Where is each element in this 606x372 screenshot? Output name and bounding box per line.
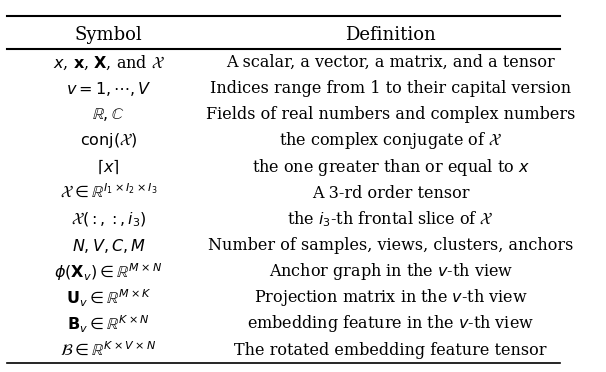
Text: $x$, $\mathbf{x}$, $\mathbf{X}$, and $\mathcal{X}$: $x$, $\mathbf{x}$, $\mathbf{X}$, and $\m… <box>53 53 165 72</box>
Text: Fields of real numbers and complex numbers: Fields of real numbers and complex numbe… <box>206 106 575 123</box>
Text: Anchor graph in the $v$-th view: Anchor graph in the $v$-th view <box>268 261 513 282</box>
Text: $v = 1, \cdots, V$: $v = 1, \cdots, V$ <box>66 80 152 97</box>
Text: $\mathrm{conj}(\mathcal{X})$: $\mathrm{conj}(\mathcal{X})$ <box>80 131 138 150</box>
Text: $\mathbb{R}, \mathbb{C}$: $\mathbb{R}, \mathbb{C}$ <box>92 106 125 123</box>
Text: A scalar, a vector, a matrix, and a tensor: A scalar, a vector, a matrix, and a tens… <box>226 54 555 71</box>
Text: $\phi(\mathbf{X}_v) \in \mathbb{R}^{M \times N}$: $\phi(\mathbf{X}_v) \in \mathbb{R}^{M \t… <box>55 261 162 283</box>
Text: $\mathbf{U}_v \in \mathbb{R}^{M \times K}$: $\mathbf{U}_v \in \mathbb{R}^{M \times K… <box>65 287 152 308</box>
Text: Symbol: Symbol <box>75 26 142 44</box>
Text: the one greater than or equal to $x$: the one greater than or equal to $x$ <box>251 157 530 177</box>
Text: Indices range from 1 to their capital version: Indices range from 1 to their capital ve… <box>210 80 571 97</box>
Text: $\lceil x \rceil$: $\lceil x \rceil$ <box>98 158 120 176</box>
Text: the $i_3$-th frontal slice of $\mathcal{X}$: the $i_3$-th frontal slice of $\mathcal{… <box>287 209 494 229</box>
Text: Definition: Definition <box>345 26 436 44</box>
Text: $\mathcal{B} \in \mathbb{R}^{K \times V \times N}$: $\mathcal{B} \in \mathbb{R}^{K \times V … <box>61 341 157 359</box>
Text: $\mathbf{B}_v \in \mathbb{R}^{K \times N}$: $\mathbf{B}_v \in \mathbb{R}^{K \times N… <box>67 313 150 335</box>
Text: $\mathcal{X} \in \mathbb{R}^{I_1 \times I_2 \times I_3}$: $\mathcal{X} \in \mathbb{R}^{I_1 \times … <box>60 184 158 202</box>
Text: $N, V, C, M$: $N, V, C, M$ <box>72 237 145 254</box>
Text: embedding feature in the $v$-th view: embedding feature in the $v$-th view <box>247 314 534 334</box>
Text: the complex conjugate of $\mathcal{X}$: the complex conjugate of $\mathcal{X}$ <box>279 131 502 151</box>
Text: $\mathcal{X}(:,:,i_3)$: $\mathcal{X}(:,:,i_3)$ <box>71 210 147 228</box>
Text: The rotated embedding feature tensor: The rotated embedding feature tensor <box>235 341 547 359</box>
Text: Projection matrix in the $v$-th view: Projection matrix in the $v$-th view <box>254 287 527 308</box>
Text: A 3-rd order tensor: A 3-rd order tensor <box>312 185 470 202</box>
Text: Number of samples, views, clusters, anchors: Number of samples, views, clusters, anch… <box>208 237 573 254</box>
